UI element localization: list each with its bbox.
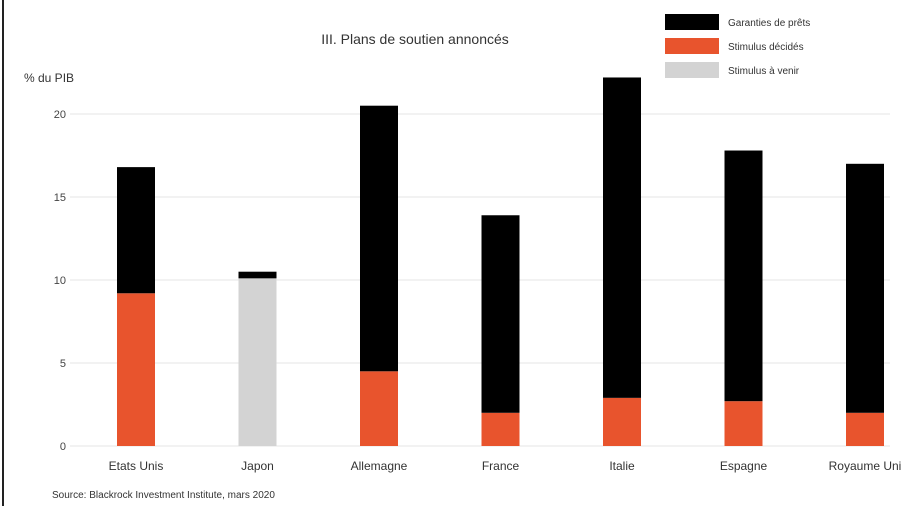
x-category-label: Italie: [609, 459, 635, 473]
legend-swatch: [665, 38, 719, 54]
y-axis-label: % du PIB: [24, 71, 74, 85]
chart-title: III. Plans de soutien annoncés: [321, 31, 509, 47]
y-tick-label: 15: [54, 192, 66, 204]
x-category-labels: Etats Unis Japon Allemagne France Italie Espa…: [109, 459, 902, 473]
y-tick-labels: 0 5 10 15 20: [54, 109, 66, 453]
legend-swatch: [665, 62, 719, 78]
bar-segment: [724, 401, 763, 446]
x-category-label: Japon: [241, 459, 274, 473]
bar-segment: [724, 150, 763, 402]
bar-segment: [481, 412, 520, 446]
x-category-label: Allemagne: [351, 459, 408, 473]
legend-label: Garanties de prêts: [728, 18, 810, 29]
bar-segment: [846, 163, 884, 413]
y-tick-label: 20: [54, 109, 66, 121]
bar-segment: [238, 271, 277, 279]
x-category-label: Royaume Uni: [829, 459, 902, 473]
bar-segment: [117, 167, 155, 294]
x-category-label: France: [482, 459, 520, 473]
bar-segment: [603, 77, 641, 398]
legend-label: Stimulus décidés: [728, 42, 804, 53]
y-tick-label: 10: [54, 275, 66, 287]
legend-swatch: [665, 14, 719, 30]
bar-segment: [360, 371, 398, 446]
source-note: Source: Blackrock Investment Institute, …: [52, 490, 275, 501]
y-tick-label: 5: [60, 358, 66, 370]
y-tick-label: 0: [60, 441, 66, 453]
x-category-label: Etats Unis: [109, 459, 164, 473]
bars: [117, 77, 884, 446]
x-category-label: Espagne: [720, 459, 768, 473]
legend-label: Stimulus à venir: [728, 66, 800, 77]
bar-segment: [603, 397, 641, 446]
bar-segment: [481, 215, 520, 413]
bar-segment: [117, 293, 155, 446]
legend: Garanties de prêts Stimulus décidés Stimul…: [665, 14, 810, 78]
bar-segment: [846, 412, 884, 446]
bar-segment: [360, 105, 398, 372]
grid-lines: [70, 113, 890, 447]
bar-segment: [238, 278, 277, 446]
